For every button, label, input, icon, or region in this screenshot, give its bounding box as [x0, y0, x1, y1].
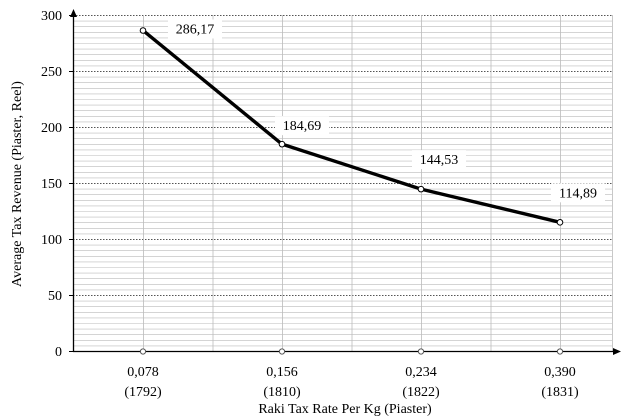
data-label-background — [412, 150, 466, 170]
x-tick-label: 0,078 — [127, 365, 159, 380]
series-line-path — [141, 28, 562, 225]
x-axis-arrow — [613, 348, 621, 355]
x-axis-marker — [417, 348, 425, 355]
x-tick-year-label: (1831) — [541, 385, 579, 400]
y-tick-label: 250 — [41, 65, 62, 80]
data-point — [556, 219, 564, 226]
data-labels: 286,17 184,69 144,53 114,89 — [168, 19, 605, 203]
data-point — [417, 185, 425, 193]
data-label-background — [275, 116, 329, 136]
data-label: 184,69 — [283, 119, 322, 134]
y-tick-label: 150 — [41, 177, 62, 192]
y-tick-label: 50 — [48, 289, 62, 304]
y-axis-title: Average Tax Revenue (Piaster, Reel) — [10, 81, 25, 287]
tick-labels: 0 50 100 150 200 250 300 0,078 (1792) 0,156 (1810)… — [41, 9, 579, 400]
x-tick-label: 0,390 — [544, 365, 576, 380]
data-label: 114,89 — [559, 186, 597, 201]
y-tick-label: 0 — [55, 345, 62, 360]
y-tick-label: 200 — [41, 121, 62, 136]
x-axis-title: Raki Tax Rate Per Kg (Piaster) — [258, 402, 432, 417]
y-tick-label: 300 — [41, 9, 62, 24]
axes — [69, 9, 621, 355]
data-label: 286,17 — [176, 22, 215, 37]
x-tick-year-label: (1810) — [263, 385, 301, 400]
x-tick-label: 0,156 — [266, 365, 298, 380]
x-tick-label: 0,234 — [405, 365, 437, 380]
y-tick-label: 100 — [41, 233, 62, 248]
data-label: 144,53 — [420, 153, 459, 168]
data-point — [278, 140, 286, 148]
x-axis-marker — [139, 348, 147, 355]
x-tick-year-label: (1792) — [124, 385, 162, 400]
x-tick-year-label: (1822) — [402, 385, 440, 400]
grid — [73, 15, 613, 351]
data-point — [139, 27, 147, 34]
data-points — [139, 27, 564, 355]
data-label-background — [551, 183, 605, 203]
series-line — [141, 28, 562, 225]
x-axis-marker — [278, 348, 286, 355]
data-label-background — [168, 19, 222, 39]
x-axis-marker — [556, 348, 564, 355]
